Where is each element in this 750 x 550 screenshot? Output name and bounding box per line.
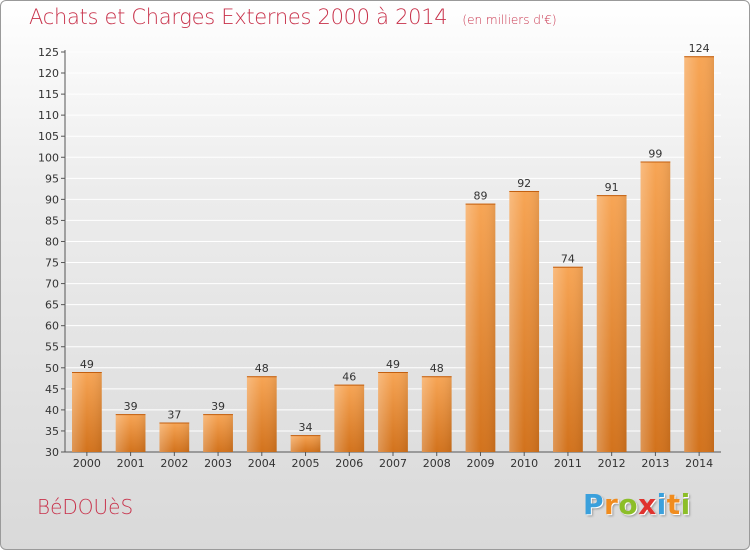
x-tick-label: 2002: [160, 457, 188, 470]
logo-letter: r: [604, 488, 619, 521]
data-label: 49: [80, 358, 94, 371]
y-tick-label: 50: [45, 362, 59, 375]
bar-shine: [421, 376, 452, 452]
x-tick-label: 2006: [335, 457, 363, 470]
y-tick-label: 115: [38, 88, 59, 101]
data-label: 39: [124, 400, 138, 413]
logo-letter: o: [618, 488, 639, 521]
bar-shine: [509, 190, 540, 452]
data-label: 37: [167, 409, 181, 422]
data-label: 89: [473, 190, 487, 203]
x-tick-label: 2012: [598, 457, 626, 470]
proxiti-logo: Proxiti: [583, 488, 691, 521]
y-tick-label: 100: [38, 151, 59, 164]
bar-shine: [596, 195, 627, 452]
data-label: 48: [255, 362, 269, 375]
x-tick-label: 2009: [466, 457, 494, 470]
y-tick-label: 95: [45, 172, 59, 185]
x-tick-label: 2000: [73, 457, 101, 470]
commune-name: BéDOUèS: [37, 495, 134, 519]
data-label: 39: [211, 400, 225, 413]
x-tick-label: 2010: [510, 457, 538, 470]
data-label: 46: [342, 371, 356, 384]
x-tick-label: 2005: [292, 457, 320, 470]
x-tick-label: 2004: [248, 457, 276, 470]
y-tick-label: 40: [45, 404, 59, 417]
bar-shine: [159, 422, 190, 452]
y-tick-label: 75: [45, 257, 59, 270]
y-tick-label: 85: [45, 214, 59, 227]
bar-shine: [640, 161, 671, 452]
y-tick-label: 125: [38, 46, 59, 59]
data-label: 91: [605, 181, 619, 194]
y-tick-label: 55: [45, 341, 59, 354]
logo-letter: x: [638, 488, 657, 521]
y-tick-label: 65: [45, 299, 59, 312]
bar-shine: [334, 384, 365, 452]
y-tick-label: 45: [45, 383, 59, 396]
y-tick-label: 60: [45, 320, 59, 333]
y-tick-label: 80: [45, 235, 59, 248]
x-tick-label: 2001: [117, 457, 145, 470]
logo-letter: i: [656, 488, 667, 521]
data-label: 34: [299, 421, 313, 434]
logo-letter: i: [680, 488, 691, 521]
chart-title-block: Achats et Charges Externes 2000 à 2014 (…: [29, 5, 557, 29]
bar-shine: [684, 56, 715, 453]
data-label: 48: [430, 362, 444, 375]
data-label: 92: [517, 177, 531, 190]
data-label: 99: [648, 147, 662, 160]
x-tick-label: 2011: [554, 457, 582, 470]
logo-letter: P: [583, 488, 605, 521]
bar-shine: [553, 266, 583, 452]
y-tick-label: 90: [45, 193, 59, 206]
bar-shine: [71, 372, 102, 452]
x-tick-label: 2003: [204, 457, 232, 470]
bar-shine: [465, 203, 496, 452]
bar-shine: [290, 435, 321, 452]
y-tick-label: 35: [45, 425, 59, 438]
x-tick-label: 2013: [641, 457, 669, 470]
y-tick-label: 30: [45, 446, 59, 459]
y-tick-label: 70: [45, 278, 59, 291]
x-tick-label: 2014: [685, 457, 713, 470]
x-tick-label: 2008: [423, 457, 451, 470]
bar-shine: [115, 414, 146, 452]
bar-shine: [203, 414, 233, 452]
y-tick-label: 105: [38, 130, 59, 143]
y-tick-label: 110: [38, 109, 59, 122]
data-label: 74: [561, 253, 575, 266]
chart-title: Achats et Charges Externes 2000 à 2014: [29, 5, 448, 29]
bar-shine: [246, 376, 277, 452]
bar-shine: [378, 372, 408, 452]
logo-letter: t: [666, 488, 681, 521]
data-label: 124: [689, 42, 710, 55]
data-label: 49: [386, 358, 400, 371]
chart-unit: (en milliers d'€): [462, 13, 557, 27]
x-tick-label: 2007: [379, 457, 407, 470]
y-tick-label: 120: [38, 67, 59, 80]
